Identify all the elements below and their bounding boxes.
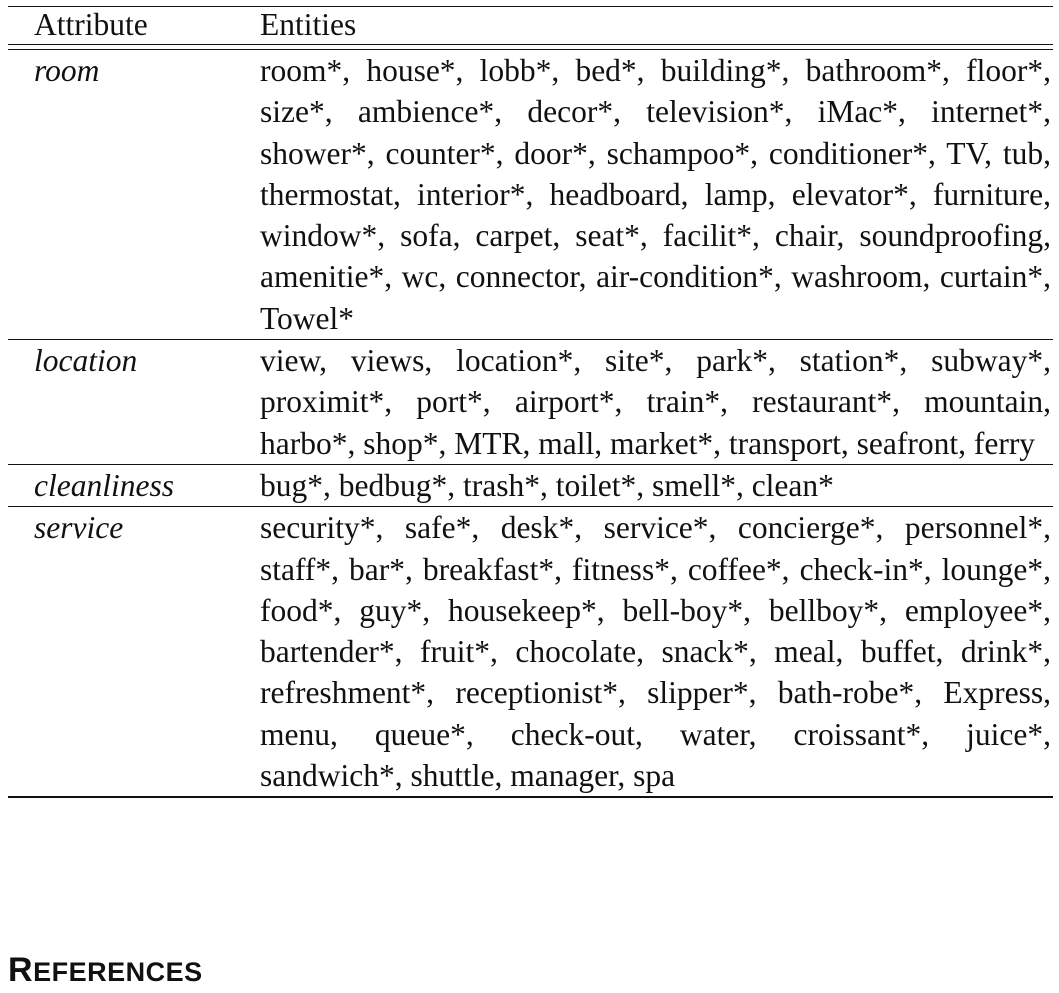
attribute-service: service <box>8 506 246 799</box>
entities-service: security*, safe*, desk*, service*, conci… <box>246 506 1053 799</box>
attribute-location: location <box>8 339 246 465</box>
entities-cleanliness: bug*, bedbug*, trash*, toilet*, smell*, … <box>246 463 1053 507</box>
attribute-room: room <box>34 53 100 88</box>
references-heading-initial: R <box>8 951 34 989</box>
entities-location: view, views, location*, site*, park*, st… <box>246 339 1053 465</box>
table-header-row: Attribute Entities <box>8 6 1053 45</box>
header-entities: Entities <box>260 7 357 42</box>
header-double-rule <box>8 44 1053 50</box>
attribute-entities-table: Attribute Entities room room*, house*, l… <box>8 6 1053 799</box>
table-row-cleanliness: cleanliness bug*, bedbug*, trash*, toile… <box>8 463 1053 507</box>
table-row-room: room room*, house*, lobb*, bed*, buildin… <box>8 50 1053 340</box>
header-attribute: Attribute <box>34 7 148 42</box>
table-row-service: service security*, safe*, desk*, service… <box>8 506 1053 799</box>
references-heading: REFERENCES <box>8 951 203 990</box>
table-row-location: location view, views, location*, site*, … <box>8 339 1053 465</box>
entities-room: room*, house*, lobb*, bed*, building*, b… <box>260 53 1051 336</box>
attribute-cleanliness: cleanliness <box>8 463 246 507</box>
references-heading-rest: EFERENCES <box>33 957 203 987</box>
